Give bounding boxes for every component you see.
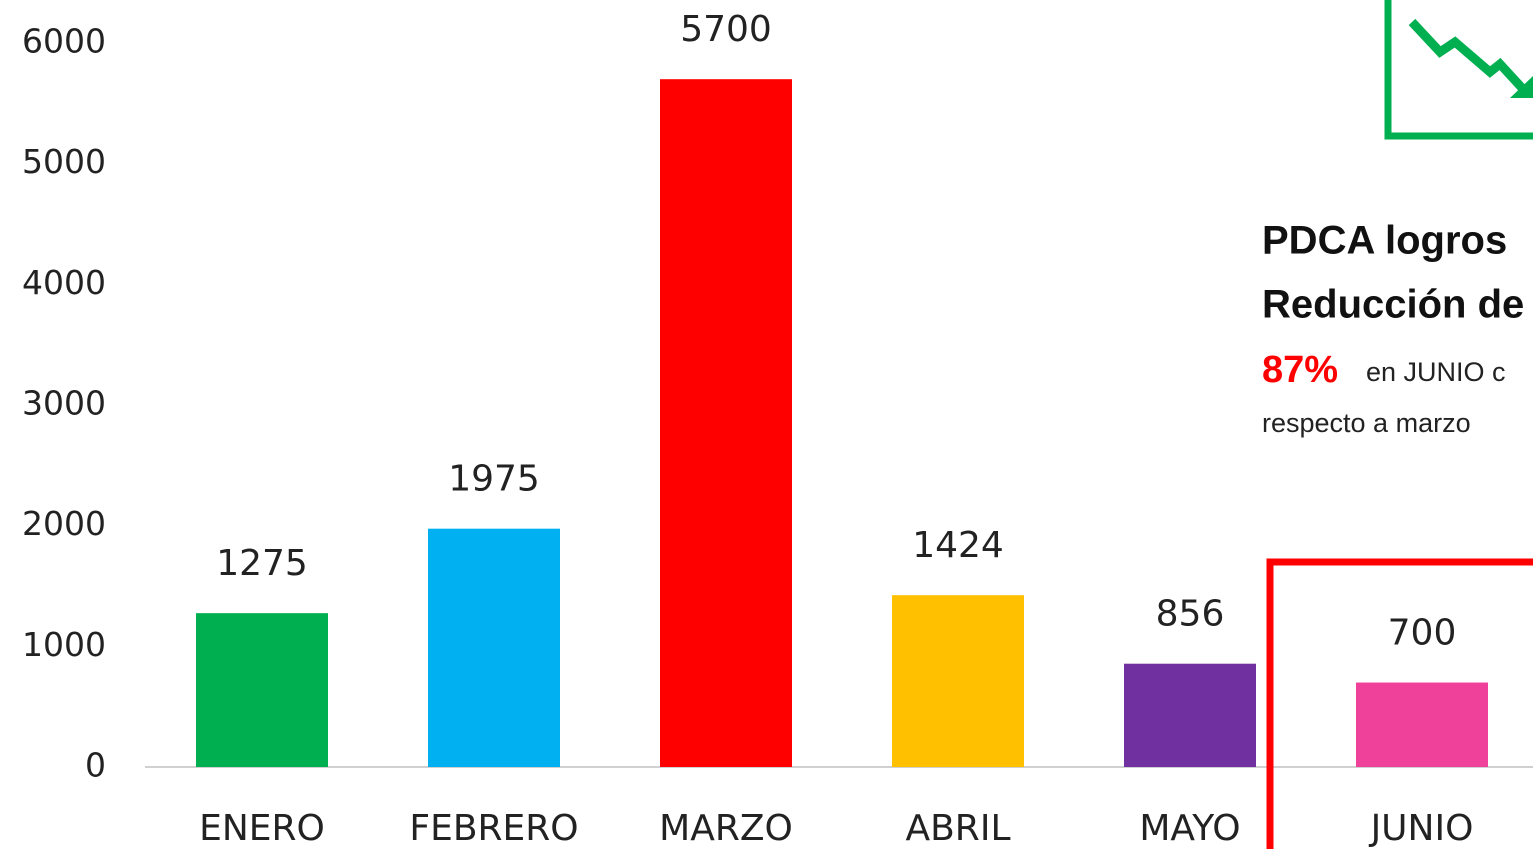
trend-icon (1384, 0, 1533, 140)
x-tick-label: ENERO (199, 808, 325, 849)
value-label: 856 (1156, 594, 1225, 635)
x-tick-label: FEBRERO (409, 808, 578, 849)
highlight-box (1266, 558, 1533, 849)
bar (1356, 682, 1488, 767)
annotation-title: PDCA logros (1262, 219, 1507, 263)
y-tick-label: 2000 (22, 504, 106, 543)
y-tick-label: 4000 (22, 263, 106, 302)
annotation-text: respecto a marzo (1262, 408, 1471, 438)
bar (660, 79, 792, 767)
x-tick-label: MARZO (659, 808, 793, 849)
x-tick-label: MAYO (1139, 808, 1240, 849)
value-label: 700 (1388, 613, 1457, 654)
icon-arrow (1510, 76, 1533, 98)
icon-line (1408, 18, 1526, 92)
bar (428, 528, 560, 767)
annotation-title: Reducción de (1262, 283, 1524, 327)
x-tick-label: JUNIO (1369, 808, 1474, 849)
bar (196, 613, 328, 767)
annotation-text: en JUNIO c (1366, 357, 1506, 387)
y-tick-label: 6000 (22, 22, 106, 61)
annotation-highlight: 87% (1262, 349, 1338, 391)
x-tick-label: ABRIL (905, 808, 1010, 849)
value-label: 1975 (448, 459, 540, 500)
value-label: 1275 (216, 543, 308, 584)
y-tick-label: 3000 (22, 384, 106, 423)
icon-frame (1384, 0, 1533, 140)
y-tick-label: 5000 (22, 142, 106, 181)
value-label: 1424 (912, 525, 1004, 566)
value-label: 5700 (680, 9, 772, 50)
bar (1124, 663, 1256, 767)
y-tick-label: 0 (85, 746, 106, 785)
bar (892, 595, 1024, 767)
y-tick-label: 1000 (22, 625, 106, 664)
